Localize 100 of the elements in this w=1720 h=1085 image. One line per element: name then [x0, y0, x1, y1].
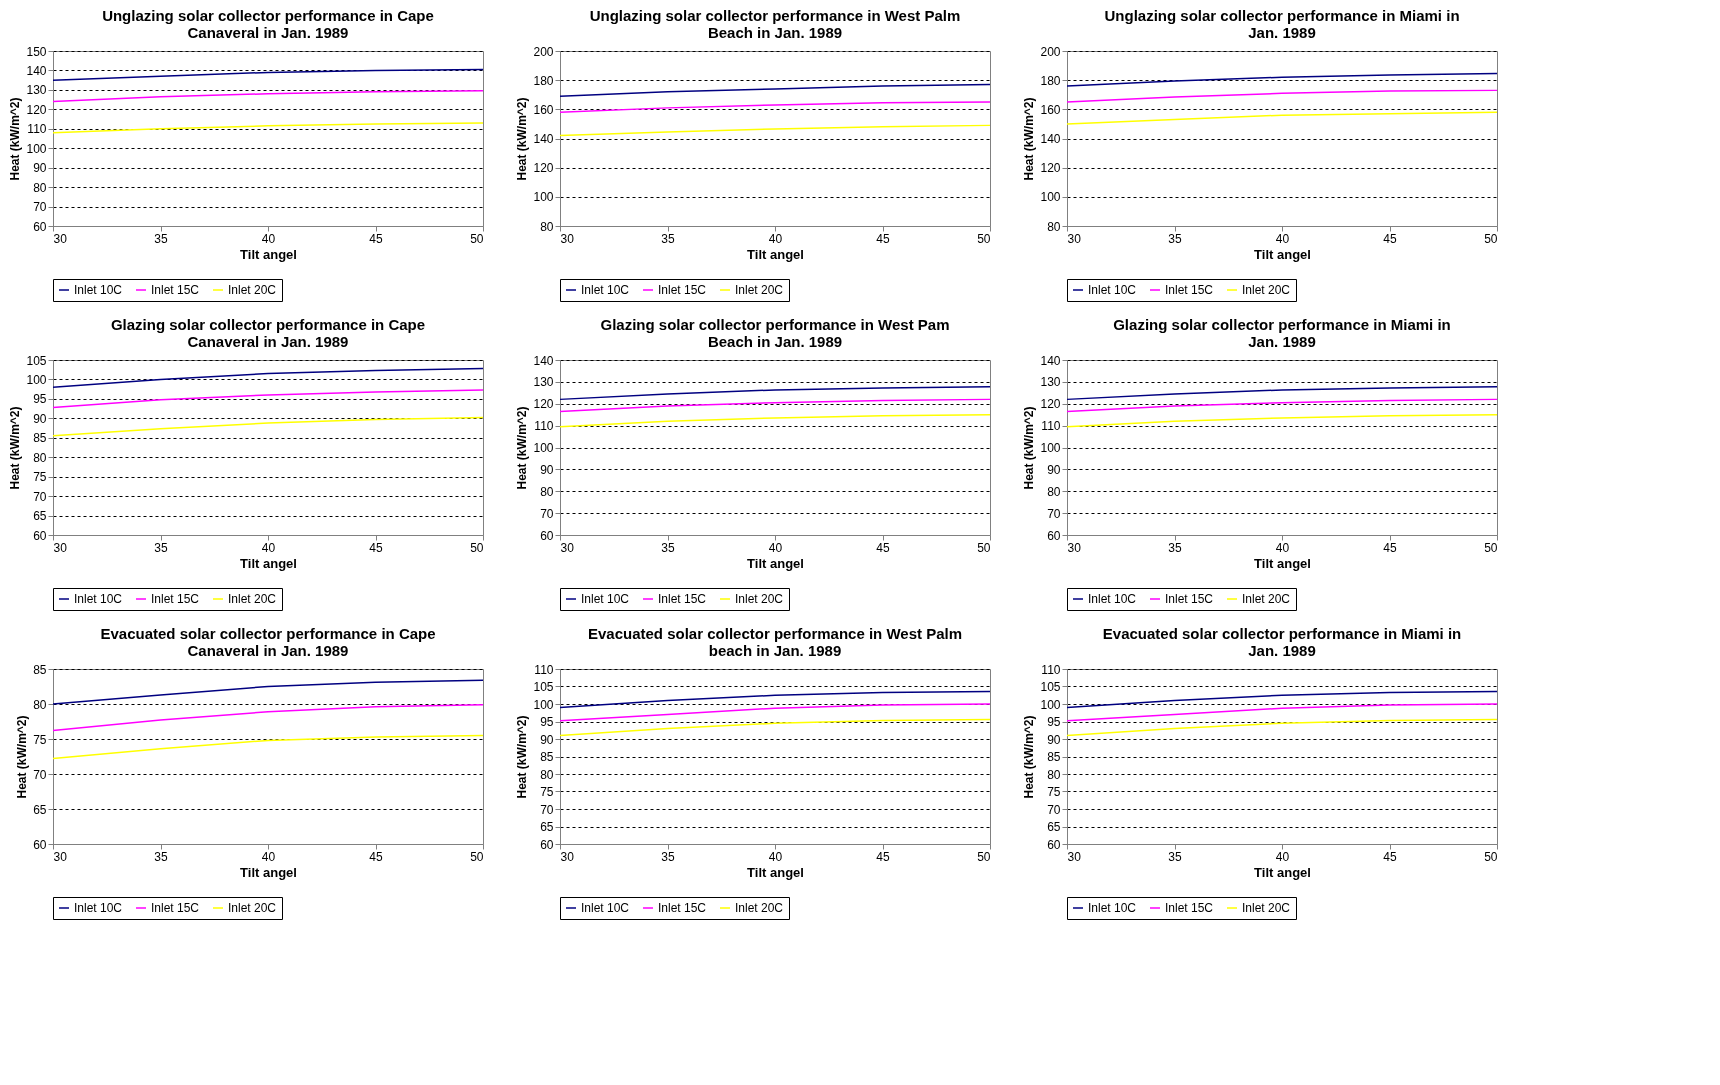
chart-title: Glazing solar collector performance in Cape Canaveral in Jan. 1989	[110, 316, 426, 350]
x-tick-label: 45	[369, 231, 383, 246]
line-series	[1066, 385, 1498, 401]
y-tick-label: 105	[1040, 680, 1061, 694]
x-axis-title: Tilt angel	[240, 864, 297, 880]
y-tick-label: 90	[540, 462, 554, 477]
x-tick-label: 50	[1484, 231, 1498, 246]
line-series	[1066, 111, 1498, 125]
x-tick-label: 30	[53, 540, 68, 555]
y-tick-label: 120	[533, 397, 554, 412]
y-tick-label: 90	[1047, 462, 1061, 477]
y-axis-title: Heat (kW/m^2)	[8, 97, 23, 181]
y-axis-title: Heat (kW/m^2)	[515, 406, 530, 490]
legend-label: Inlet 15C	[151, 592, 200, 606]
legend-label: Inlet 20C	[228, 283, 277, 297]
y-tick-label: 65	[1047, 820, 1061, 834]
y-tick-label: 100	[1040, 697, 1061, 712]
y-tick-label: 95	[540, 715, 554, 729]
y-tick-label: 70	[33, 200, 47, 215]
y-tick-label: 120	[533, 161, 554, 176]
y-tick-label: 150	[26, 44, 47, 59]
y-axis-title: Heat (kW/m^2)	[1022, 715, 1037, 799]
x-tick-label: 35	[154, 540, 168, 555]
x-tick-label: 50	[977, 849, 991, 864]
x-tick-label: 50	[977, 231, 991, 246]
x-tick-label: 45	[369, 849, 383, 864]
line-series	[559, 718, 991, 737]
y-tick-label: 80	[33, 697, 47, 712]
y-axis-title: Heat (kW/m^2)	[515, 97, 530, 181]
y-tick-label: 70	[1047, 506, 1061, 521]
x-axis-title: Tilt angel	[240, 555, 297, 571]
y-tick-label: 120	[1040, 161, 1061, 176]
line-series	[52, 367, 484, 388]
y-tick-label: 140	[1040, 132, 1061, 146]
y-tick-label: 75	[540, 785, 554, 799]
legend-label: Inlet 20C	[228, 592, 277, 606]
y-tick-label: 85	[1047, 750, 1061, 764]
legend-label: Inlet 15C	[658, 592, 707, 606]
x-tick-label: 45	[1383, 540, 1397, 555]
x-tick-label: 30	[53, 231, 68, 246]
x-tick-label: 30	[560, 849, 575, 864]
y-tick-label: 60	[1047, 837, 1061, 852]
legend-label: Inlet 20C	[1242, 283, 1291, 297]
chart-title: Glazing solar collector performance in Miami in Jan. 1989	[1113, 316, 1451, 350]
y-tick-label: 100	[26, 372, 47, 387]
legend-label: Inlet 10C	[581, 283, 630, 297]
y-tick-label: 90	[1047, 732, 1061, 747]
legend-label: Inlet 20C	[228, 901, 277, 915]
y-tick-label: 80	[540, 484, 554, 499]
x-tick-label: 35	[1168, 540, 1182, 555]
x-axis-title: Tilt angel	[747, 555, 804, 571]
x-tick-label: 50	[1484, 849, 1498, 864]
y-tick-label: 90	[33, 411, 47, 426]
line-series	[1066, 89, 1498, 103]
y-tick-label: 105	[26, 353, 47, 368]
y-tick-label: 130	[26, 83, 47, 98]
y-tick-label: 65	[33, 802, 47, 817]
y-tick-label: 160	[1040, 102, 1061, 117]
x-tick-label: 35	[1168, 849, 1182, 864]
x-axis-title: Tilt angel	[747, 864, 804, 880]
x-tick-label: 50	[1484, 540, 1498, 555]
y-tick-label: 140	[1040, 353, 1061, 368]
legend-label: Inlet 15C	[658, 901, 707, 915]
y-tick-label: 200	[533, 44, 554, 59]
x-tick-label: 45	[1383, 231, 1397, 246]
y-axis-title: Heat (kW/m^2)	[1022, 97, 1037, 181]
legend-label: Inlet 15C	[1165, 283, 1214, 297]
legend-label: Inlet 15C	[1165, 901, 1214, 915]
line-series	[52, 122, 484, 134]
chart-title: Evacuated solar collector performance in Cape Canaveral in Jan. 1989	[100, 625, 436, 659]
x-tick-label: 30	[560, 540, 575, 555]
x-tick-label: 40	[1275, 540, 1290, 555]
y-tick-label: 80	[33, 450, 47, 465]
chart-title: Unglazing solar collector performance in West Palm Beach in Jan. 1989	[589, 7, 961, 41]
legend-label: Inlet 10C	[1088, 283, 1137, 297]
x-tick-label: 30	[1067, 231, 1082, 246]
x-axis-title: Tilt angel	[1254, 864, 1311, 880]
y-tick-label: 180	[1040, 73, 1061, 88]
x-tick-label: 50	[977, 540, 991, 555]
y-tick-label: 105	[533, 680, 554, 694]
y-tick-label: 120	[1040, 397, 1061, 412]
y-tick-label: 85	[540, 750, 554, 764]
line-series	[52, 389, 484, 409]
line-series	[1066, 413, 1498, 428]
x-tick-label: 35	[661, 849, 675, 864]
chart-title: Unglazing solar collector performance in Miami in Jan. 1989	[1104, 7, 1460, 41]
y-axis-title: Heat (kW/m^2)	[15, 715, 30, 799]
x-tick-label: 40	[261, 849, 276, 864]
legend-label: Inlet 10C	[74, 592, 123, 606]
y-tick-label: 80	[1047, 484, 1061, 499]
x-tick-label: 35	[1168, 231, 1182, 246]
x-tick-label: 40	[768, 540, 783, 555]
x-axis-title: Tilt angel	[1254, 555, 1311, 571]
line-series	[559, 398, 991, 413]
x-tick-label: 45	[876, 540, 890, 555]
y-tick-label: 70	[540, 802, 554, 817]
legend-label: Inlet 20C	[735, 592, 784, 606]
x-axis-title: Tilt angel	[240, 246, 297, 262]
x-tick-label: 45	[1383, 849, 1397, 864]
legend-label: Inlet 10C	[1088, 592, 1137, 606]
